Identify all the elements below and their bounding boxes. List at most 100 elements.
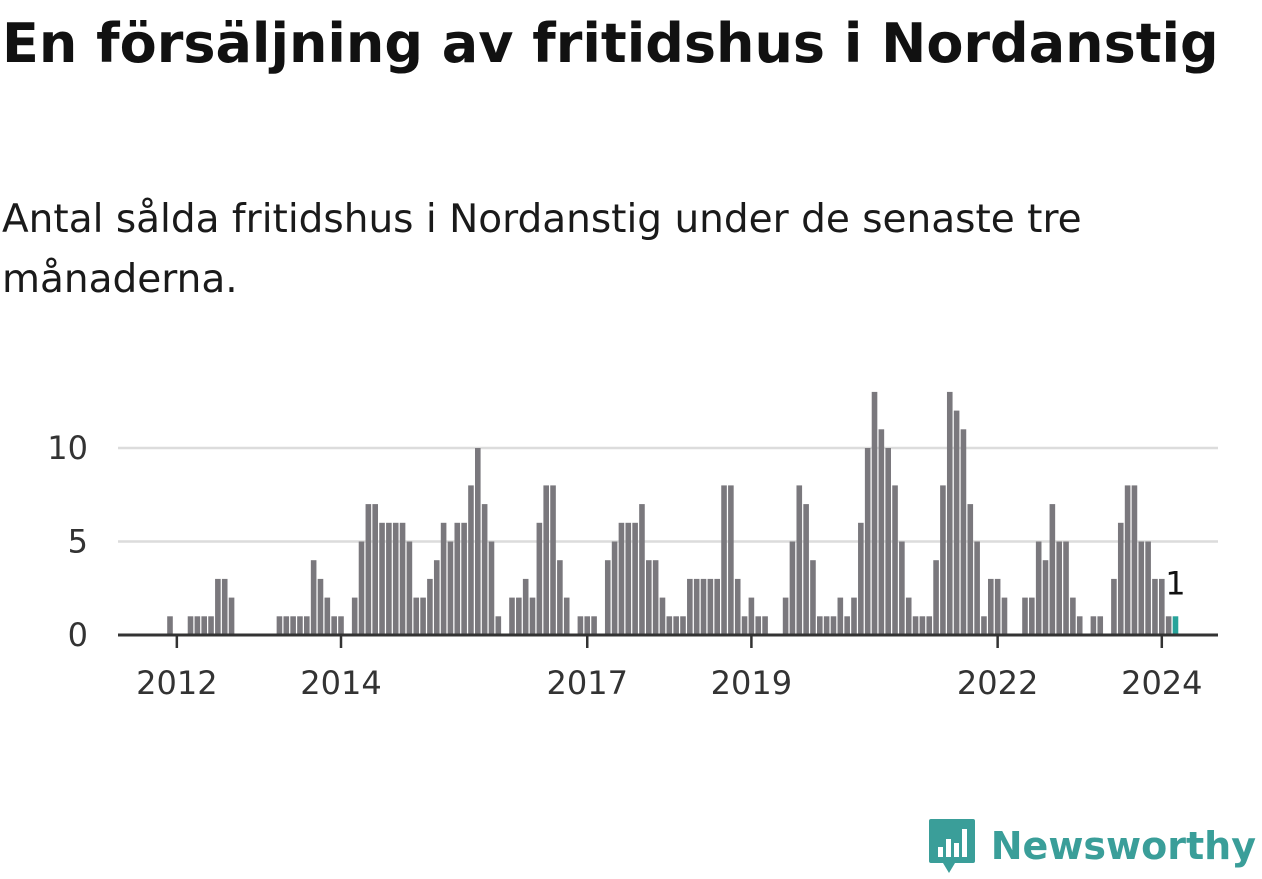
- bar: [1035, 541, 1042, 635]
- bar: [728, 485, 734, 635]
- bar: [167, 616, 173, 635]
- bar: [639, 504, 645, 635]
- bar: [1001, 597, 1008, 635]
- bar: [516, 597, 522, 635]
- bar: [782, 597, 789, 635]
- bar: [1138, 541, 1145, 635]
- bar: [864, 448, 871, 635]
- bar: [447, 541, 454, 635]
- bar: [563, 597, 570, 635]
- bar: [844, 616, 850, 635]
- bar: [584, 616, 591, 635]
- bar: [885, 448, 891, 635]
- bar: [659, 597, 666, 635]
- bar: [1131, 485, 1138, 635]
- bar: [1029, 597, 1035, 635]
- bar: [721, 485, 727, 635]
- bar: [673, 616, 679, 635]
- bar: [310, 560, 317, 635]
- bar: [851, 597, 857, 635]
- bar: [967, 504, 974, 635]
- bar: [666, 616, 673, 635]
- bar: [741, 616, 748, 635]
- bar: [803, 504, 809, 635]
- bar: [755, 616, 762, 635]
- bar: [1117, 522, 1124, 635]
- bar: [358, 541, 365, 635]
- bar: [1056, 541, 1062, 635]
- bar: [632, 522, 638, 635]
- bar: [392, 522, 399, 635]
- bar-chart: 0 5 10 2012 2014 2017 2019 2022 2024 1: [47, 391, 1218, 702]
- bar: [331, 616, 337, 635]
- bar: [1124, 485, 1131, 635]
- bar: [475, 448, 481, 635]
- bar: [919, 616, 926, 635]
- bar: [324, 597, 331, 635]
- bar: [386, 522, 392, 635]
- bar: [892, 485, 898, 635]
- bar: [652, 560, 659, 635]
- y-tick-label: 5: [68, 523, 88, 561]
- bar: [611, 541, 618, 635]
- bar: [1097, 616, 1104, 635]
- bar: [796, 485, 803, 635]
- bar: [625, 522, 632, 635]
- bar: [283, 616, 290, 635]
- bar: [1076, 616, 1083, 635]
- bar: [1042, 560, 1049, 635]
- bar: [871, 391, 878, 635]
- last-value-label: 1: [1165, 564, 1185, 602]
- bar: [762, 616, 768, 635]
- bar: [687, 578, 693, 635]
- bar: [481, 504, 488, 635]
- bar: [208, 616, 214, 635]
- bar: [734, 578, 741, 635]
- bar: [981, 616, 987, 635]
- x-tick-label: 2017: [547, 664, 628, 702]
- x-axis-ticks: 2012 2014 2017 2019 2022 2024: [136, 635, 1203, 702]
- bars: [118, 391, 1218, 637]
- bar: [810, 560, 816, 635]
- bar: [988, 578, 994, 635]
- bar: [440, 522, 447, 635]
- bar: [858, 522, 864, 635]
- bar: [317, 578, 324, 635]
- grid-lines: [118, 446, 1218, 543]
- bar: [557, 560, 563, 635]
- bar: [953, 410, 960, 635]
- bar: [707, 578, 714, 635]
- x-tick-label: 2022: [957, 664, 1038, 702]
- bar: [940, 485, 946, 635]
- bar: [536, 522, 543, 635]
- bar: [488, 541, 495, 635]
- bar: [365, 504, 372, 635]
- bar: [878, 429, 885, 635]
- bar: [276, 616, 283, 635]
- bar: [933, 560, 939, 635]
- bar: [461, 522, 467, 635]
- bar: [406, 541, 413, 635]
- bar: [591, 616, 597, 635]
- bar: [228, 597, 235, 635]
- bar: [693, 578, 700, 635]
- bar: [974, 541, 980, 635]
- bar: [604, 560, 611, 635]
- y-tick-label: 10: [47, 429, 88, 467]
- bar: [700, 578, 707, 635]
- bar: [454, 522, 461, 635]
- x-tick-label: 2024: [1121, 664, 1202, 702]
- bar: [1145, 541, 1151, 635]
- bar-highlight: [1172, 616, 1179, 635]
- bar: [379, 522, 385, 635]
- bar: [215, 578, 221, 635]
- bar: [912, 616, 919, 635]
- data-labels: 1: [1165, 564, 1185, 602]
- x-tick-label: 2012: [136, 664, 217, 702]
- bar: [646, 560, 652, 635]
- y-axis-ticks: 0 5 10: [47, 429, 88, 654]
- bar: [577, 616, 584, 635]
- brand-logo: Newsworthy: [927, 817, 1256, 875]
- bar: [529, 597, 536, 635]
- bar: [1165, 616, 1172, 635]
